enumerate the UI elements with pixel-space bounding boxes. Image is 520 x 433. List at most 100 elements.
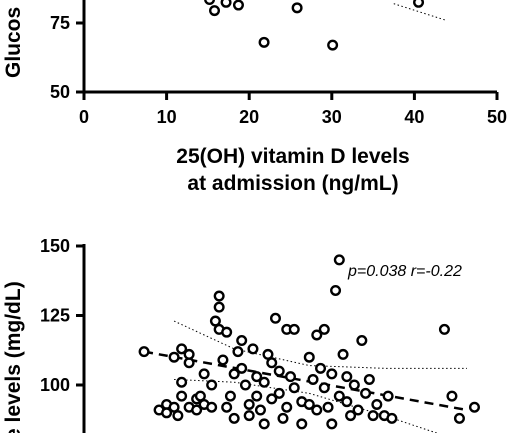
bottom-y-axis-label: e levels (mg/dL): [2, 281, 25, 433]
bottom-data-point: [228, 412, 240, 424]
bottom-regression-line: [143, 350, 468, 412]
top-x-axis-label-line1: 25(OH) vitamin D levels: [176, 145, 409, 168]
bottom-data-point: [239, 379, 251, 391]
bottom-data-point: [206, 379, 218, 391]
bottom-data-point: [322, 401, 334, 413]
bottom-data-point: [288, 323, 300, 335]
top-data-point: [232, 0, 244, 11]
bottom-data-point: [243, 410, 255, 422]
bottom-data-point: [446, 390, 458, 402]
top-x-tick-label: 30: [322, 107, 342, 127]
top-x-tick-label: 20: [239, 107, 259, 127]
bottom-y-tick-label: 125: [40, 306, 70, 326]
bottom-data-point: [311, 329, 323, 341]
top-x-tick-label: 10: [157, 107, 177, 127]
bottom-data-point: [194, 390, 206, 402]
bottom-data-point: [183, 348, 195, 360]
bottom-data-point: [341, 371, 353, 383]
bottom-data-point: [176, 390, 188, 402]
top-data-point: [258, 36, 270, 48]
bottom-data-point: [161, 407, 173, 419]
bottom-data-point: [236, 335, 248, 347]
bottom-data-point: [224, 390, 236, 402]
top-y-tick-label: 50: [50, 82, 70, 102]
bottom-data-point: [206, 401, 218, 413]
bottom-data-point: [318, 323, 330, 335]
bottom-data-point: [243, 398, 255, 410]
top-x-axis-label-line2: at admission (ng/mL): [187, 172, 398, 195]
top-confidence-band-upper: [393, 3, 446, 21]
bottom-data-point: [266, 357, 278, 369]
bottom-data-point: [247, 343, 259, 355]
top-scatter-panel: Glucos 0 10 20 30 40 50 50 75 25(OH) vitamin D …: [2, 0, 507, 195]
bottom-confidence-band-upper: [173, 320, 467, 369]
bottom-data-point: [168, 401, 180, 413]
bottom-data-point: [176, 343, 188, 355]
bottom-data-point: [191, 404, 203, 416]
bottom-data-point: [288, 382, 300, 394]
bottom-data-point: [360, 387, 372, 399]
bottom-data-point: [296, 418, 308, 430]
bottom-data-point: [386, 412, 398, 424]
bottom-data-point: [367, 410, 379, 422]
bottom-data-point: [326, 368, 338, 380]
bottom-data-point: [273, 365, 285, 377]
bottom-data-point: [281, 401, 293, 413]
bottom-data-point: [348, 379, 360, 391]
bottom-data-point: [311, 404, 323, 416]
bottom-data-point: [213, 290, 225, 302]
bottom-data-point: [228, 368, 240, 380]
top-data-point: [327, 39, 339, 51]
bottom-data-point: [232, 346, 244, 358]
bottom-y-tick-label: 100: [40, 375, 70, 395]
bottom-data-point: [337, 348, 349, 360]
bottom-data-point: [303, 351, 315, 363]
bottom-data-point: [382, 390, 394, 402]
top-y-tick-label: 75: [50, 13, 70, 33]
bottom-data-point: [352, 404, 364, 416]
bottom-data-point: [330, 284, 342, 296]
bottom-data-point: [262, 348, 274, 360]
bottom-data-point: [198, 368, 210, 380]
bottom-data-point: [221, 326, 233, 338]
bottom-data-point: [356, 335, 368, 347]
bottom-data-point: [258, 418, 270, 430]
top-x-tick-label: 40: [404, 107, 424, 127]
bottom-data-point: [254, 404, 266, 416]
top-y-axis-label: Glucos: [2, 7, 25, 78]
bottom-data-point: [258, 376, 270, 388]
bottom-data-point: [453, 412, 465, 424]
bottom-data-point: [266, 393, 278, 405]
bottom-data-point: [318, 382, 330, 394]
bottom-data-point: [273, 387, 285, 399]
bottom-data-point: [221, 401, 233, 413]
top-data-point: [291, 2, 303, 14]
bottom-data-point: [138, 346, 150, 358]
bottom-data-point: [371, 398, 383, 410]
top-x-tick-label: 0: [79, 107, 89, 127]
bottom-data-point: [438, 323, 450, 335]
top-data-point: [209, 5, 221, 17]
bottom-data-point: [269, 312, 281, 324]
top-data-point: [413, 0, 425, 8]
bottom-data-point: [209, 315, 221, 327]
top-data-point: [204, 0, 216, 6]
bottom-data-point: [168, 351, 180, 363]
bottom-data-point: [315, 362, 327, 374]
bottom-data-point: [363, 373, 375, 385]
bottom-data-point: [333, 254, 345, 266]
bottom-data-point: [176, 376, 188, 388]
top-x-tick-label: 50: [487, 107, 507, 127]
bottom-data-point: [285, 371, 297, 383]
bottom-data-point: [326, 418, 338, 430]
bottom-data-point: [345, 410, 357, 422]
bottom-data-point: [341, 396, 353, 408]
bottom-data-point: [213, 301, 225, 313]
bottom-data-point: [333, 390, 345, 402]
bottom-y-tick-label: 150: [40, 236, 70, 256]
bottom-stat-annotation: p=0.038 r=-0.22: [347, 263, 462, 280]
bottom-data-point: [468, 401, 480, 413]
bottom-data-point: [236, 362, 248, 374]
bottom-data-point: [303, 398, 315, 410]
